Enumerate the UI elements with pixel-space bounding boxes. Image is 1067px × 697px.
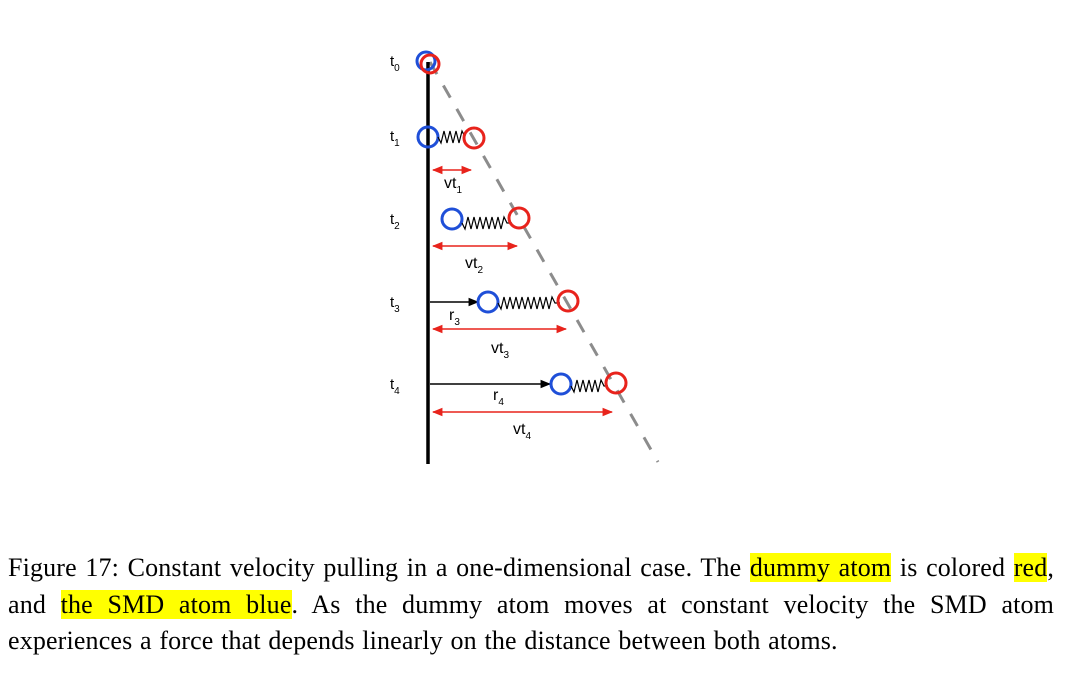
caption-text-mid1: is colored — [891, 553, 1014, 582]
smd-atom-t2 — [440, 207, 464, 231]
dummy-atom-trajectory — [428, 61, 660, 463]
pulling-diagram: t0 t1 t2 t3 t4 vt1 vt2 r3 vt3 r4 vt4 — [390, 50, 660, 464]
time-label-t3: t3 — [390, 294, 400, 315]
time-label-t4: t4 — [390, 376, 400, 397]
smd-atom-t4 — [549, 372, 573, 396]
highlight-dummy-atom: dummy atom — [749, 553, 892, 582]
smd-atom-t0 — [415, 50, 437, 72]
highlight-smd-atom-blue: the SMD atom blue — [60, 589, 292, 619]
caption-text-suffix: . As the dummy atom moves at constant ve… — [8, 589, 1055, 656]
highlight-red: red — [1013, 553, 1048, 582]
spring-t2 — [461, 215, 512, 231]
dummy-atom-t4 — [604, 371, 628, 395]
spring-t3 — [497, 295, 560, 311]
dummy-atom-t0 — [419, 53, 441, 75]
displacement-label-vt2: vt2 — [465, 255, 483, 276]
displacement-label-vt1: vt1 — [444, 175, 462, 196]
time-label-t0: t0 — [390, 53, 400, 74]
spring-t1 — [437, 129, 466, 145]
dummy-atom-t1 — [462, 126, 486, 150]
position-label-r3: r3 — [449, 307, 460, 328]
dummy-atom-t3 — [556, 289, 580, 313]
caption-text-mid2: , and — [8, 553, 1055, 619]
position-label-r4: r4 — [493, 387, 504, 408]
time-label-t2: t2 — [390, 211, 400, 232]
figure-caption: Figure 17: Constant velocity pulling in … — [8, 550, 1054, 660]
displacement-label-vt4: vt4 — [513, 421, 531, 442]
time-label-t1: t1 — [390, 128, 400, 149]
smd-atom-t3 — [476, 290, 500, 314]
caption-text-prefix: Figure 17: Constant velocity pulling in … — [8, 553, 750, 582]
displacement-label-vt3: vt3 — [491, 340, 509, 361]
dummy-atom-t2 — [507, 206, 531, 230]
spring-t4 — [570, 378, 608, 394]
